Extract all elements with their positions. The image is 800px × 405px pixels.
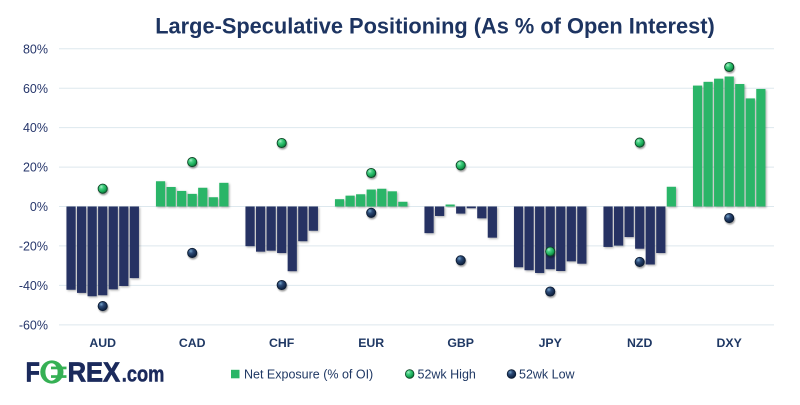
svg-text:CAD: CAD bbox=[179, 336, 206, 350]
svg-text:-40%: -40% bbox=[19, 279, 48, 293]
svg-text:52wk High: 52wk High bbox=[418, 367, 476, 381]
svg-text:52wk Low: 52wk Low bbox=[519, 367, 576, 381]
svg-text:-60%: -60% bbox=[19, 319, 48, 333]
svg-text:AUD: AUD bbox=[89, 336, 116, 350]
svg-text:20%: 20% bbox=[23, 161, 48, 175]
svg-text:DXY: DXY bbox=[717, 336, 742, 350]
svg-text:JPY: JPY bbox=[539, 336, 562, 350]
svg-text:.com: .com bbox=[122, 362, 165, 387]
svg-text:CHF: CHF bbox=[269, 336, 295, 350]
svg-text:40%: 40% bbox=[23, 121, 48, 135]
svg-text:80%: 80% bbox=[23, 42, 48, 56]
svg-text:Net Exposure (% of OI): Net Exposure (% of OI) bbox=[244, 367, 373, 381]
svg-text:NZD: NZD bbox=[627, 336, 652, 350]
svg-text:Large-Speculative Positioning: Large-Speculative Positioning (As % of O… bbox=[155, 14, 715, 39]
svg-text:-20%: -20% bbox=[19, 240, 48, 254]
svg-text:REX: REX bbox=[68, 357, 121, 388]
svg-text:GBP: GBP bbox=[447, 336, 474, 350]
svg-text:60%: 60% bbox=[23, 82, 48, 96]
svg-text:F: F bbox=[26, 357, 40, 388]
svg-text:EUR: EUR bbox=[358, 336, 384, 350]
svg-text:0%: 0% bbox=[30, 200, 48, 214]
